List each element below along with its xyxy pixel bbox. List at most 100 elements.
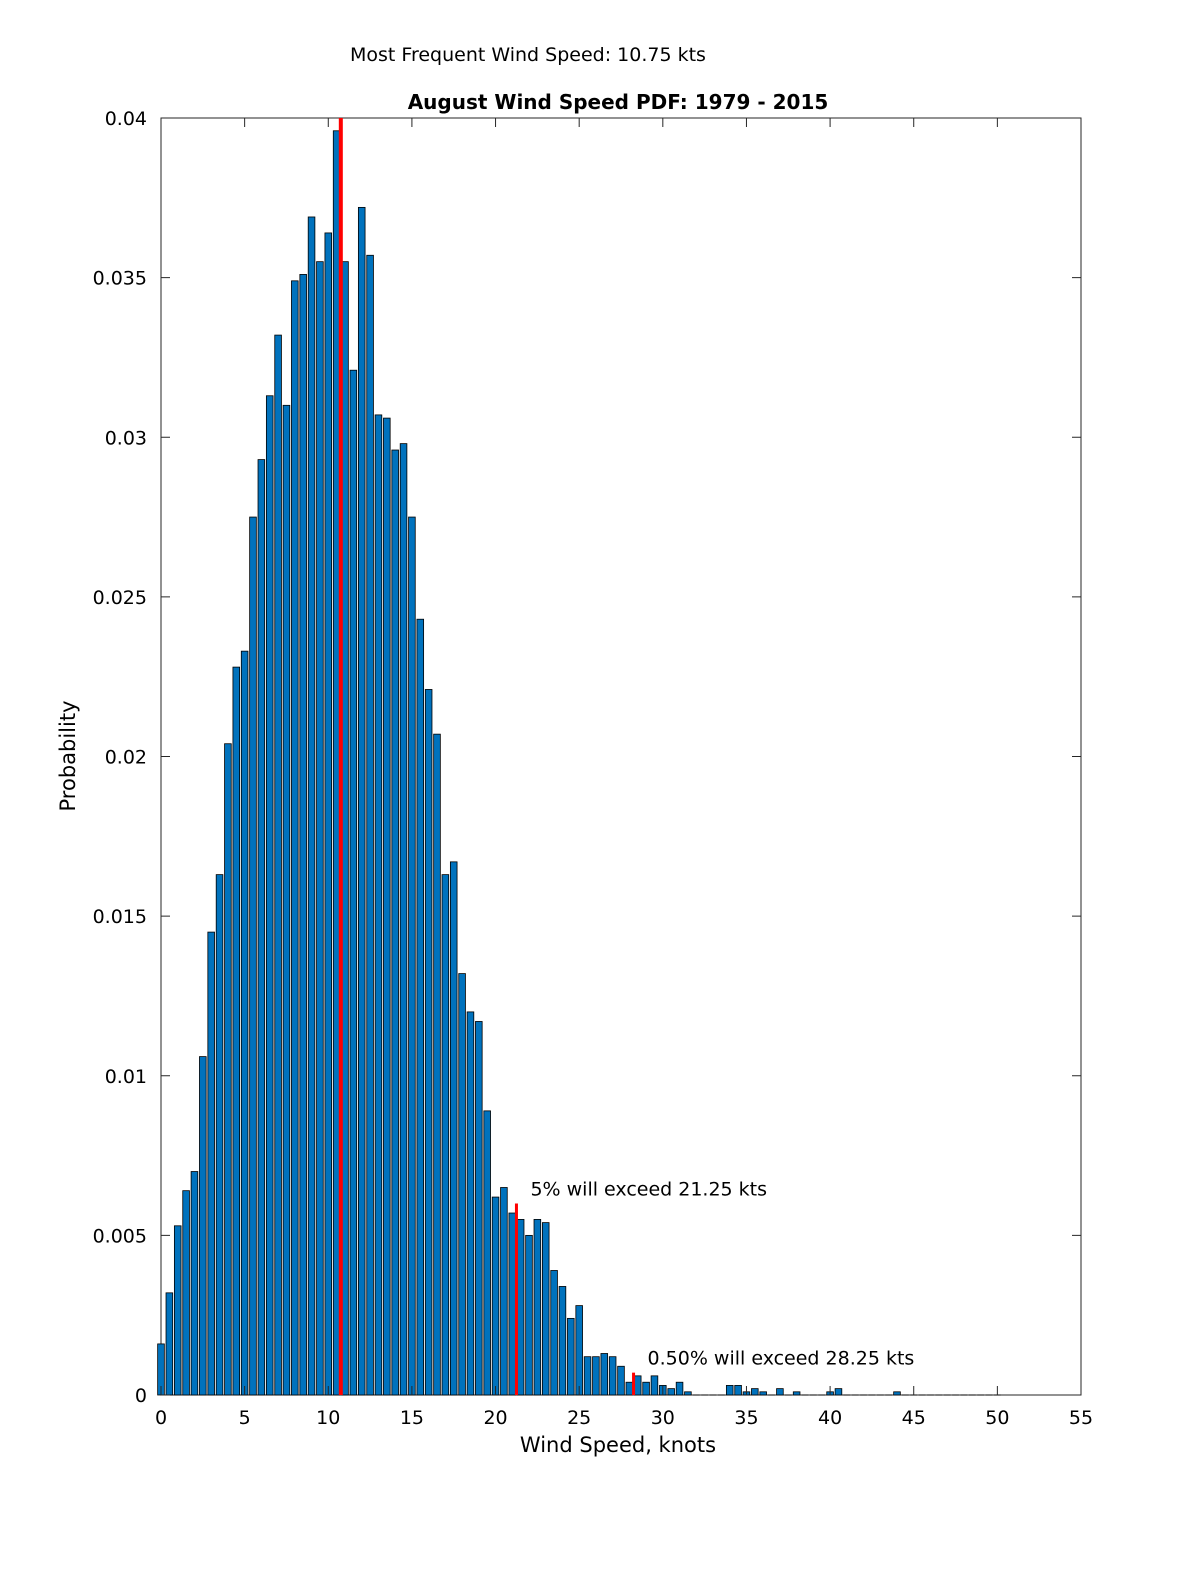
bar — [215, 874, 224, 1396]
y-tick-label: 0.015 — [93, 906, 147, 928]
bar — [893, 1391, 901, 1396]
bar — [516, 1219, 525, 1396]
bar — [399, 443, 408, 1396]
bar — [357, 206, 366, 1396]
bar — [725, 1385, 734, 1396]
bar — [458, 973, 466, 1396]
bar — [567, 1317, 575, 1396]
bar — [776, 1388, 784, 1396]
x-tick-label: 15 — [400, 1407, 424, 1429]
bar — [759, 1391, 767, 1396]
bar — [207, 931, 215, 1396]
bar — [182, 1190, 190, 1396]
bar — [232, 666, 241, 1396]
bar — [374, 414, 383, 1396]
x-tick-label: 40 — [818, 1407, 842, 1429]
bar — [408, 516, 416, 1396]
bar — [675, 1381, 684, 1396]
bar — [282, 404, 291, 1396]
bar — [625, 1381, 634, 1396]
x-tick-label: 35 — [734, 1407, 758, 1429]
y-tick-label: 0.025 — [93, 587, 147, 609]
bar — [508, 1212, 517, 1396]
x-tick-label: 25 — [567, 1407, 591, 1429]
most-frequent-note: Most Frequent Wind Speed: 10.75 kts — [350, 44, 706, 66]
bar — [190, 1171, 199, 1396]
bar — [316, 261, 324, 1396]
x-tick-label: 0 — [155, 1407, 167, 1429]
bar — [441, 874, 450, 1396]
bar — [533, 1219, 542, 1396]
bar — [600, 1353, 609, 1396]
bar — [349, 369, 358, 1396]
bar — [466, 1011, 475, 1396]
bar — [550, 1270, 558, 1396]
y-tick-label: 0.035 — [93, 268, 147, 290]
bar — [199, 1056, 207, 1396]
bar — [633, 1375, 642, 1396]
x-tick-label: 20 — [483, 1407, 507, 1429]
bar — [299, 274, 307, 1396]
bar — [834, 1388, 843, 1396]
bar — [449, 861, 458, 1396]
reference-label: 0.50% will exceed 28.25 kts — [648, 1348, 915, 1370]
x-tick-label: 55 — [1069, 1407, 1093, 1429]
bar — [751, 1388, 759, 1396]
bar — [558, 1286, 567, 1396]
bar — [307, 216, 316, 1396]
bar — [433, 733, 441, 1396]
bar — [541, 1222, 550, 1396]
bar — [667, 1388, 675, 1396]
y-tick-label: 0.04 — [105, 108, 147, 130]
bar — [224, 743, 232, 1396]
bar — [583, 1356, 592, 1396]
bar — [291, 280, 299, 1396]
bar — [608, 1356, 617, 1396]
bar — [416, 618, 425, 1396]
bar — [257, 459, 266, 1396]
y-tick-label: 0.03 — [105, 427, 147, 449]
bar — [240, 650, 249, 1396]
y-axis: 0 0.005 0.01 0.015 0.02 0.025 0.03 0.035 0.04 — [93, 108, 1081, 1407]
y-axis-label: Probability — [56, 700, 80, 811]
chart-title: August Wind Speed PDF: 1979 - 2015 — [408, 90, 829, 114]
y-tick-label: 0.02 — [105, 747, 147, 769]
bar — [249, 516, 257, 1396]
bar — [592, 1356, 600, 1396]
bar — [734, 1385, 742, 1396]
bar — [424, 689, 433, 1396]
bar — [650, 1375, 659, 1396]
bar — [617, 1365, 625, 1396]
bar — [383, 417, 391, 1396]
bar — [165, 1292, 174, 1396]
x-axis: 0 5 10 15 20 25 30 35 40 45 50 55 — [155, 118, 1093, 1429]
bar — [500, 1187, 508, 1396]
bar — [525, 1234, 533, 1396]
bar — [491, 1196, 500, 1396]
reference-lines: 5% will exceed 21.25 kts 0.50% will excee… — [338, 118, 915, 1395]
x-axis-label: Wind Speed, knots — [520, 1433, 716, 1457]
reference-label: 5% will exceed 21.25 kts — [530, 1178, 767, 1200]
x-tick-label: 5 — [239, 1407, 251, 1429]
bar — [265, 395, 274, 1396]
y-tick-label: 0.005 — [93, 1225, 147, 1247]
y-tick-label: 0 — [135, 1385, 147, 1407]
plot-area — [160, 117, 1082, 1396]
x-tick-label: 30 — [651, 1407, 675, 1429]
x-tick-label: 50 — [985, 1407, 1009, 1429]
y-tick-label: 0.01 — [105, 1066, 147, 1088]
x-tick-label: 10 — [316, 1407, 340, 1429]
bar — [642, 1381, 650, 1396]
bar — [684, 1391, 692, 1396]
bar — [173, 1225, 182, 1396]
bar — [792, 1391, 801, 1396]
x-tick-label: 45 — [902, 1407, 926, 1429]
bar-series — [157, 130, 1001, 1396]
bar — [324, 232, 333, 1396]
bar — [274, 334, 282, 1396]
bar — [475, 1021, 483, 1396]
bar — [366, 254, 374, 1396]
bar — [391, 449, 399, 1396]
bar — [575, 1305, 583, 1396]
